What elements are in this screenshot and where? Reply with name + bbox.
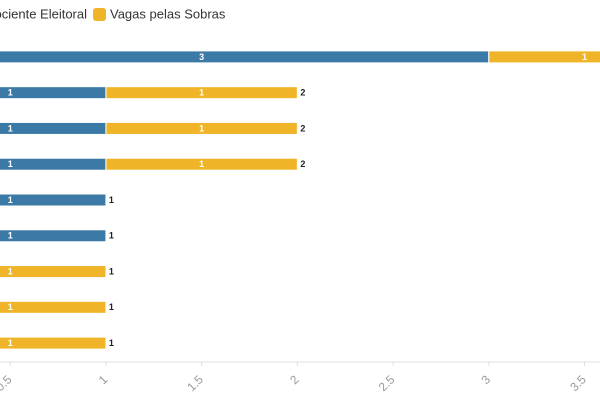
value-label: 3: [199, 52, 204, 62]
bar: [0, 336, 107, 350]
value-label: 1: [199, 159, 204, 169]
total-label: 1: [109, 302, 114, 312]
bar: [0, 86, 107, 100]
bar: [105, 121, 298, 135]
bar: [0, 50, 490, 64]
value-label: 1: [8, 195, 13, 205]
value-label: 1: [8, 231, 13, 241]
value-label: 1: [8, 159, 13, 169]
legend-swatch: [93, 8, 106, 21]
total-label: 2: [300, 159, 305, 169]
bar: [0, 229, 107, 243]
value-label: 1: [8, 123, 13, 133]
bar: [0, 157, 107, 171]
x-tick-label: 3.5: [567, 372, 589, 394]
bar: [0, 300, 107, 314]
value-label: 1: [8, 266, 13, 276]
bar: [0, 193, 107, 207]
bar: [0, 265, 107, 279]
total-label: 1: [109, 195, 114, 205]
bar: [0, 121, 107, 135]
x-tick-label: 1: [96, 372, 111, 387]
bar: [488, 50, 600, 64]
x-tick-label: 2: [287, 372, 302, 387]
value-label: 1: [8, 88, 13, 98]
x-tick-label: 0.5: [0, 372, 15, 394]
x-tick-label: 1.5: [184, 372, 206, 394]
value-label: 1: [8, 338, 13, 348]
x-tick-label: 2.5: [376, 372, 398, 394]
total-label: 1: [109, 338, 114, 348]
bar: [105, 86, 298, 100]
total-label: 1: [109, 266, 114, 276]
legend-label: Vagas pelas Sobras: [110, 6, 226, 21]
value-label: 1: [582, 52, 587, 62]
total-label: 2: [300, 123, 305, 133]
total-label: 1: [109, 231, 114, 241]
bar: [105, 157, 298, 171]
value-label: 1: [199, 88, 204, 98]
x-tick-label: 3: [479, 372, 494, 387]
value-label: 1: [8, 302, 13, 312]
total-label: 2: [300, 88, 305, 98]
legend-label: Quociente Eleitoral: [0, 6, 87, 21]
value-label: 1: [199, 123, 204, 133]
